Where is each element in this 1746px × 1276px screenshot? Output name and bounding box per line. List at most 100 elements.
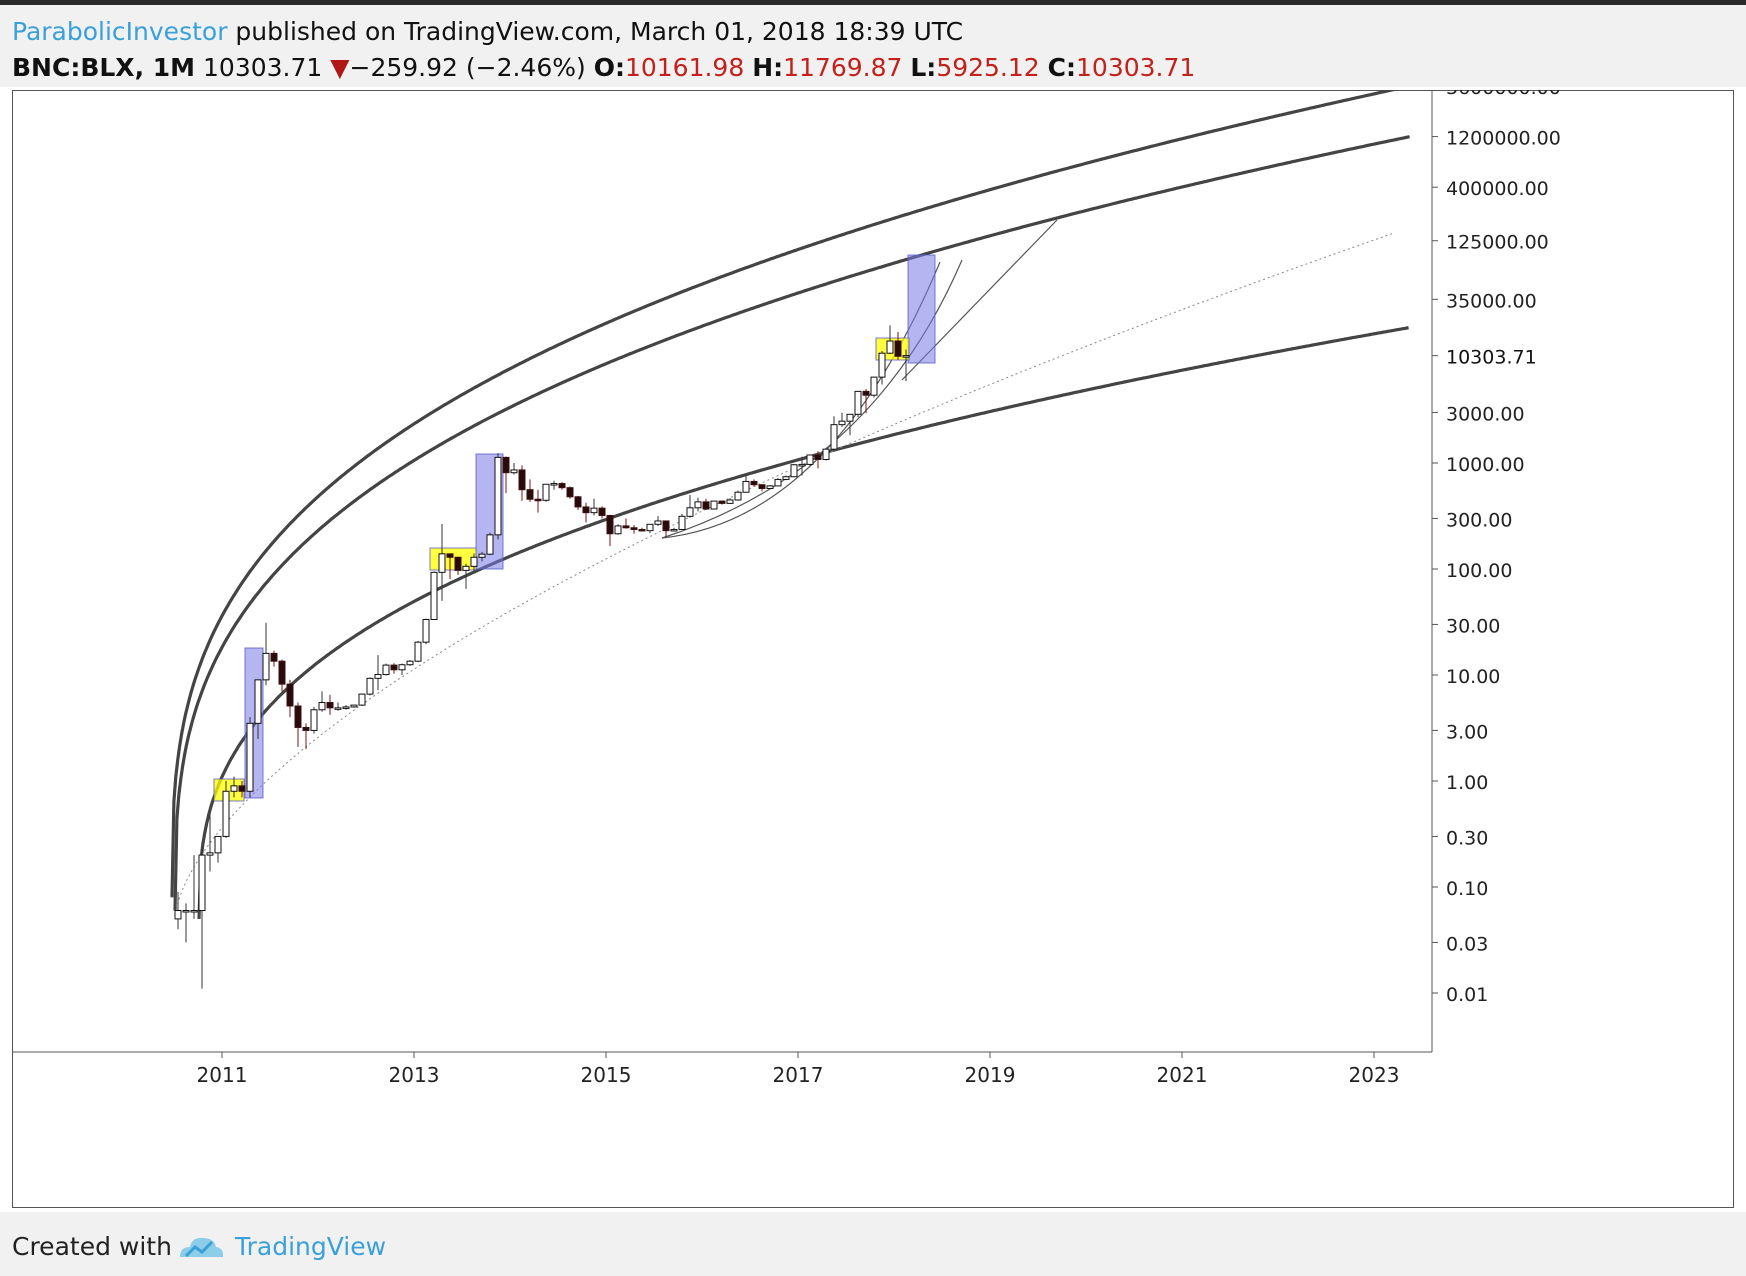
candle-body-82 bbox=[830, 424, 838, 450]
candle-body-24 bbox=[366, 677, 374, 695]
lower-parabolic-curve bbox=[197, 326, 1409, 919]
y-tick-label-0: 3600000.00 bbox=[1446, 90, 1561, 99]
candle-body-36 bbox=[462, 565, 470, 571]
candle-body-25 bbox=[374, 674, 382, 679]
candle-body-74 bbox=[766, 485, 774, 489]
candle-body-26 bbox=[382, 664, 390, 676]
y-tick-label-6: 1000.00 bbox=[1446, 454, 1525, 476]
tradingview-cloud-icon bbox=[180, 1237, 224, 1258]
drawing-layer bbox=[170, 90, 1410, 919]
candle-body-33 bbox=[438, 553, 446, 573]
candle-body-79 bbox=[806, 454, 814, 465]
y-tick-label-7: 300.00 bbox=[1446, 509, 1512, 531]
candle-body-18 bbox=[318, 702, 326, 711]
candle-body-70 bbox=[734, 491, 742, 501]
candle-body-49 bbox=[566, 487, 574, 498]
candle-body-40 bbox=[494, 456, 502, 536]
high-label: H: bbox=[752, 53, 784, 82]
candle-body-61 bbox=[662, 520, 670, 532]
y-tick-label-5: 3000.00 bbox=[1446, 403, 1525, 425]
y-tick-label-3: 125000.00 bbox=[1446, 232, 1549, 254]
published-text: published on TradingView.com, March 01, … bbox=[235, 17, 964, 46]
open-label: O: bbox=[593, 53, 625, 82]
candle-body-32 bbox=[430, 571, 438, 620]
candle-body-65 bbox=[694, 501, 702, 509]
candle-body-62 bbox=[670, 528, 678, 532]
candle-body-37 bbox=[470, 556, 478, 567]
x-tick-label-6: 2023 bbox=[1349, 1063, 1400, 1087]
candle-body-5 bbox=[214, 835, 222, 854]
candle-body-81 bbox=[822, 448, 830, 460]
y-tick-label-12: 1.00 bbox=[1446, 772, 1488, 794]
candle-body-84 bbox=[846, 413, 854, 422]
author-link[interactable]: ParabolicInvestor bbox=[12, 17, 228, 46]
candle-body-80 bbox=[814, 454, 822, 460]
candle-body-45 bbox=[534, 498, 542, 502]
candle-body-1 bbox=[182, 910, 190, 913]
candle-body-69 bbox=[726, 499, 734, 504]
candle-body-71 bbox=[742, 480, 750, 493]
candle-body-52 bbox=[590, 507, 598, 514]
chart-header: ParabolicInvestor published on TradingVi… bbox=[0, 5, 1746, 87]
candle-body-83 bbox=[838, 420, 846, 426]
x-tick-label-1: 2013 bbox=[389, 1063, 440, 1087]
ohlc-line: BNC:BLX, 1M 10303.71 ▼−259.92 (−2.46%) O… bbox=[12, 53, 1195, 82]
candle-body-29 bbox=[406, 660, 414, 666]
x-tick-label-2: 2015 bbox=[581, 1063, 632, 1087]
candle-body-10 bbox=[254, 679, 262, 724]
candle-body-56 bbox=[622, 525, 630, 529]
candle-body-21 bbox=[342, 706, 350, 709]
candle-body-17 bbox=[310, 709, 318, 731]
y-tick-label-10: 10.00 bbox=[1446, 666, 1500, 688]
candle-body-2 bbox=[190, 910, 198, 913]
candle-body-66 bbox=[702, 501, 710, 510]
high-value: 11769.87 bbox=[783, 53, 903, 82]
candle-body-75 bbox=[774, 478, 782, 487]
chart-frame bbox=[12, 90, 1734, 1208]
candle-body-72 bbox=[750, 480, 758, 486]
blue-box-2018 bbox=[907, 254, 936, 364]
candle-body-9 bbox=[246, 722, 254, 792]
candle-body-38 bbox=[478, 553, 486, 558]
candle-body-88 bbox=[878, 352, 886, 378]
candle-body-67 bbox=[710, 500, 718, 510]
candle-body-4 bbox=[206, 852, 214, 856]
y-tick-label-11: 3.00 bbox=[1446, 721, 1488, 743]
candle-body-12 bbox=[270, 652, 278, 662]
x-tick-label-3: 2017 bbox=[773, 1063, 824, 1087]
candle-body-51 bbox=[582, 506, 590, 514]
candle-body-64 bbox=[686, 507, 694, 517]
candle-body-6 bbox=[222, 790, 230, 837]
candle-body-76 bbox=[782, 476, 790, 480]
low-value: 5925.12 bbox=[936, 53, 1040, 82]
symbol-label[interactable]: BNC:BLX, 1M bbox=[12, 53, 196, 82]
middle-parabolic-curve bbox=[173, 135, 1410, 911]
candle-body-19 bbox=[326, 702, 334, 709]
axes-layer: 3600000.00 1200000.00 400000.00 125000.00 35… bbox=[12, 90, 1561, 1087]
low-label: L: bbox=[910, 53, 937, 82]
fan-arc-1 bbox=[661, 261, 941, 539]
y-tick-label-8: 100.00 bbox=[1446, 560, 1512, 582]
candle-body-46 bbox=[542, 483, 550, 501]
candle-body-16 bbox=[302, 726, 310, 731]
candle-body-43 bbox=[518, 469, 526, 491]
candle-body-73 bbox=[758, 484, 766, 489]
x-tick-label-0: 2011 bbox=[197, 1063, 248, 1087]
price-chart[interactable]: 3600000.00 1200000.00 400000.00 125000.00 35… bbox=[12, 90, 1734, 1208]
tradingview-brand-link[interactable]: TradingView bbox=[235, 1232, 387, 1261]
candle-body-91 bbox=[902, 355, 910, 358]
x-tick-label-4: 2019 bbox=[965, 1063, 1016, 1087]
y-tick-label-2: 400000.00 bbox=[1446, 178, 1549, 200]
candle-body-7 bbox=[230, 785, 238, 792]
open-value: 10161.98 bbox=[624, 53, 745, 82]
candle-body-13 bbox=[278, 660, 286, 685]
candle-body-27 bbox=[390, 664, 398, 671]
footer-bar: Created with TradingView bbox=[0, 1212, 1746, 1276]
candle-body-57 bbox=[630, 527, 638, 530]
window-top-border bbox=[0, 0, 1746, 5]
candle-body-23 bbox=[358, 693, 366, 706]
y-tick-label-1: 1200000.00 bbox=[1446, 128, 1561, 150]
candle-body-8 bbox=[238, 785, 246, 792]
y-tick-label-4: 35000.00 bbox=[1446, 290, 1537, 312]
last-price-axis-label: 10303.71 bbox=[1446, 347, 1537, 369]
